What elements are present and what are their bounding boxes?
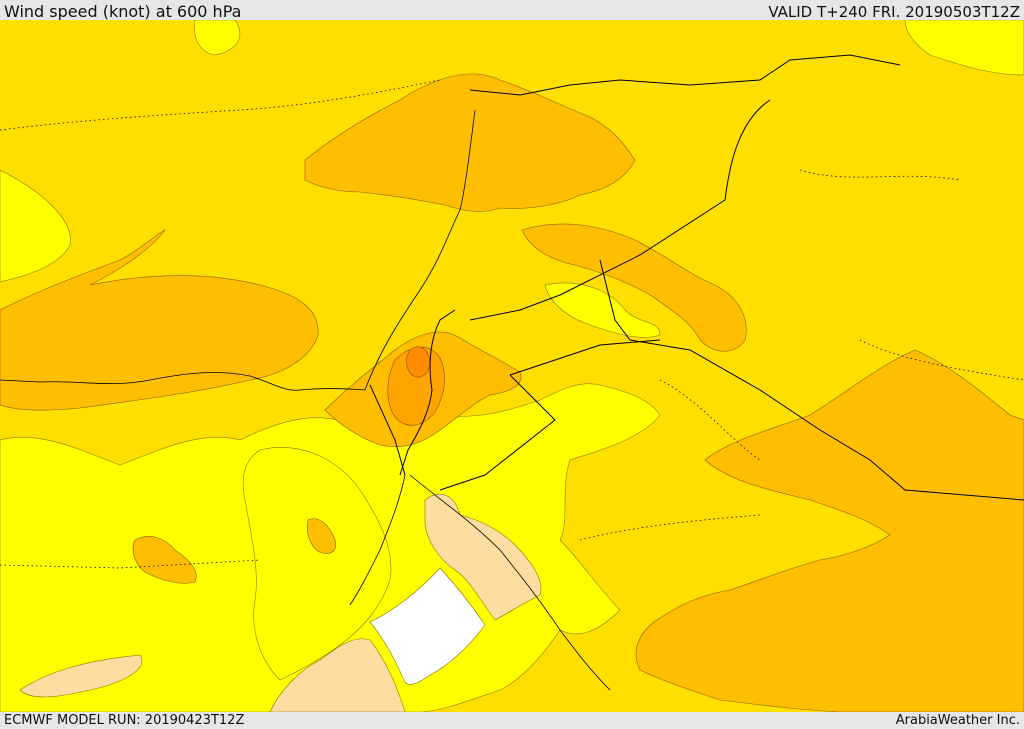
map-area[interactable]: [0, 20, 1024, 712]
band-amber-sinai-small: [307, 518, 337, 554]
coastline: [0, 109, 611, 691]
band-yellow-sinai: [242, 447, 392, 681]
valid-time: VALID T+240 FRI. 20190503T12Z: [768, 3, 1020, 21]
country-borders: [369, 54, 1024, 501]
band-low-sw: [269, 638, 406, 712]
band-yellow-north: [194, 20, 240, 56]
footer-bar: ECMWF MODEL RUN: 20190423T12Z ArabiaWeat…: [0, 712, 1024, 729]
band-lowest-white: [369, 567, 486, 685]
admin-boundaries: [0, 79, 1024, 569]
band-amber-southeast: [635, 349, 1024, 712]
map-title: Wind speed (knot) at 600 hPa: [4, 2, 242, 21]
band-amber-sinai-patch: [132, 536, 197, 584]
header-bar: Wind speed (knot) at 600 hPa VALID T+240…: [0, 0, 1024, 21]
band-low-west: [19, 654, 143, 698]
wind-speed-map: [0, 20, 1024, 712]
band-dark-orange-core: [406, 346, 431, 378]
band-amber-north: [304, 73, 636, 212]
band-amber-west-tongue: [0, 229, 319, 411]
band-yellow-west: [0, 169, 71, 283]
band-amber-east-central: [521, 223, 747, 352]
band-yellow-ne: [904, 20, 1024, 76]
model-run-label: ECMWF MODEL RUN: 20190423T12Z: [4, 713, 245, 728]
band-yellow-central: [544, 282, 661, 338]
credit-label: ArabiaWeather Inc.: [895, 713, 1020, 728]
